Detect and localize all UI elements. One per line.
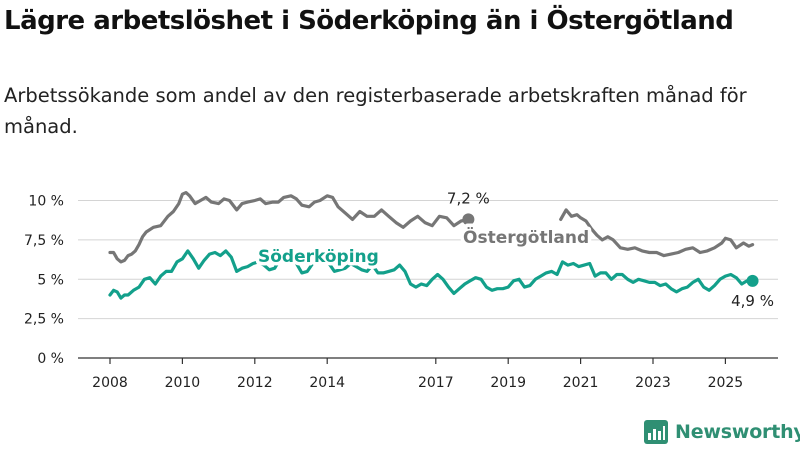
y-tick-label: 0 %: [37, 351, 64, 367]
y-tick-label: 10 %: [28, 194, 64, 210]
series-line-s-derk-ping: [108, 249, 755, 300]
x-tick-label: 2023: [635, 375, 671, 391]
x-tick-label: 2025: [708, 375, 744, 391]
gridlines: [78, 200, 778, 359]
x-tick-label: 2010: [165, 375, 201, 391]
x-tick-label: 2014: [309, 375, 345, 391]
chart-title: Lägre arbetslöshet i Söderköping än i Ös…: [4, 6, 734, 36]
newsworthy-bar-chart-icon: [644, 420, 668, 444]
y-tick-label: 5 %: [37, 272, 64, 288]
y-tick-label: 7,5 %: [24, 233, 64, 249]
x-tick-label: 2017: [418, 375, 454, 391]
x-tick-label: 2021: [563, 375, 599, 391]
y-axis-ticks: 0 % 2,5 % 5 % 7,5 % 10 %: [24, 194, 64, 368]
newsworthy-logo: Newsworthy: [644, 420, 800, 444]
x-tick-label: 2012: [237, 375, 273, 391]
series-lines: [108, 191, 755, 300]
series-labels: 7,2 %4,9 %SöderköpingSöderköpingÖstergöt…: [255, 189, 774, 310]
series-label-halo: Östergötland: [463, 226, 589, 248]
x-tick-label: 2008: [92, 375, 128, 391]
brand-name: Newsworthy: [675, 421, 800, 443]
series-line--sterg-tland: [108, 191, 470, 264]
series-label: Östergötland: [463, 226, 589, 248]
series-label-halo: Söderköping: [258, 247, 379, 267]
end-value-label: 7,2 %: [447, 189, 490, 207]
end-point: [746, 274, 759, 287]
chart-subtitle: Arbetssökande som andel av den registerb…: [4, 84, 747, 138]
series-line--sterg-tland: [559, 208, 755, 258]
x-axis-ticks: 2008 2010 2012 2014 2017 2019 2021 2023 2025: [92, 358, 743, 391]
end-value-label: 4,9 %: [731, 292, 774, 310]
x-tick-label: 2019: [490, 375, 526, 391]
y-tick-label: 2,5 %: [24, 312, 64, 328]
series-label: Söderköping: [258, 247, 379, 267]
end-point: [462, 213, 475, 226]
